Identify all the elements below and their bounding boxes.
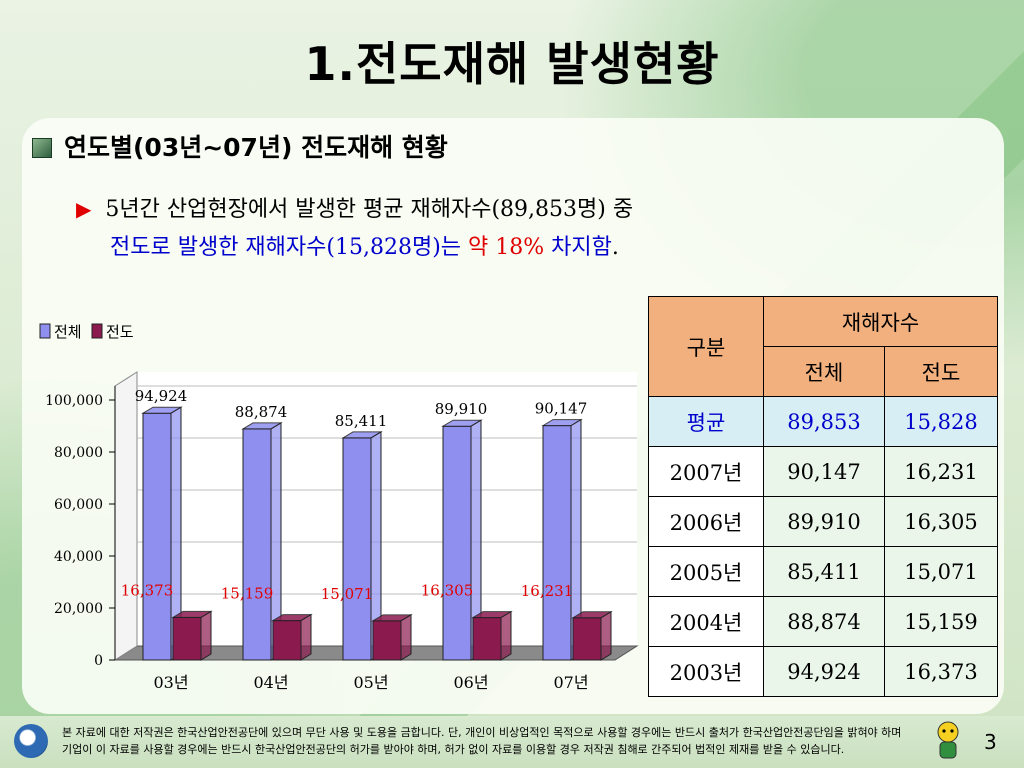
bar-total-value-label: 89,910 bbox=[435, 400, 488, 418]
legend-label: 전도 bbox=[106, 323, 134, 341]
cell-total: 89,853 bbox=[763, 396, 885, 447]
table-row: 2005년 85,411 15,071 bbox=[648, 546, 998, 597]
bar-fall bbox=[172, 616, 202, 661]
x-tick-label: 05년 bbox=[353, 673, 388, 692]
bar-total-value-label: 94,924 bbox=[135, 387, 188, 405]
data-table: 구분 재해자수 전체 전도 평균 89,853 15,828 2007년 90,… bbox=[648, 296, 998, 697]
cell-total: 94,924 bbox=[763, 646, 885, 697]
bar-fall-side bbox=[400, 613, 412, 661]
section-heading: 연도별(03년~07년) 전도재해 현황 bbox=[32, 128, 448, 164]
bar-fall-value-label: 15,159 bbox=[221, 585, 274, 603]
x-tick-label: 04년 bbox=[253, 673, 288, 692]
bar-chart: 0 20,000 40,000 60,000 80,000 100,000 94,924 16… bbox=[39, 323, 639, 692]
bar-total bbox=[442, 425, 472, 661]
row-label: 2006년 bbox=[648, 496, 764, 547]
y-tick-label: 60,000 bbox=[54, 497, 103, 513]
x-tick-label: 03년 bbox=[153, 673, 188, 692]
y-tick-label: 100,000 bbox=[45, 393, 103, 409]
legend-swatch bbox=[91, 323, 103, 339]
bar-fall bbox=[272, 620, 302, 661]
row-label: 2004년 bbox=[648, 596, 764, 647]
page-number: 3 bbox=[984, 730, 997, 754]
mascot-icon bbox=[937, 721, 959, 759]
cell-fall: 15,828 bbox=[884, 396, 998, 447]
bar-fall-value-label: 15,071 bbox=[321, 585, 374, 603]
y-tick-label: 20,000 bbox=[54, 601, 103, 617]
table-row: 2004년 88,874 15,159 bbox=[648, 596, 998, 647]
bar-fall-value-label: 16,373 bbox=[121, 581, 174, 599]
table-row-average: 평균 89,853 15,828 bbox=[648, 396, 998, 447]
cell-total: 89,910 bbox=[763, 496, 885, 547]
bar-fall-value-label: 16,231 bbox=[521, 582, 574, 600]
y-tick-label: 0 bbox=[94, 653, 103, 669]
cell-fall: 16,231 bbox=[884, 446, 998, 497]
bar-total-value-label: 88,874 bbox=[235, 403, 288, 421]
header-category: 구분 bbox=[648, 296, 764, 397]
bar-total-value-label: 85,411 bbox=[335, 412, 388, 430]
legend-label: 전체 bbox=[54, 323, 82, 341]
x-tick-label: 07년 bbox=[553, 673, 588, 692]
description-line-1: ▶ 5년간 산업현장에서 발생한 평균 재해자수(89,853명) 중 bbox=[76, 197, 634, 222]
bar-fall bbox=[372, 620, 402, 661]
cell-total: 88,874 bbox=[763, 596, 885, 647]
cell-fall: 15,159 bbox=[884, 596, 998, 647]
bar-total bbox=[142, 412, 172, 661]
description: ▶ 5년간 산업현장에서 발생한 평균 재해자수(89,853명) 중 전도로 발… bbox=[76, 190, 633, 267]
bar-total-value-label: 90,147 bbox=[535, 400, 588, 418]
bar-fall-side bbox=[300, 613, 312, 661]
triangle-bullet-icon: ▶ bbox=[76, 197, 92, 221]
header-total: 전체 bbox=[763, 346, 885, 397]
x-tick-label: 06년 bbox=[453, 673, 488, 692]
bar-fall bbox=[572, 617, 602, 661]
row-label: 2003년 bbox=[648, 646, 764, 697]
y-tick-label: 40,000 bbox=[54, 549, 103, 565]
bar-total bbox=[342, 437, 372, 661]
cell-fall: 15,071 bbox=[884, 546, 998, 597]
section-heading-text: 연도별(03년~07년) 전도재해 현황 bbox=[64, 133, 448, 162]
page-title: 1.전도재해 발생현황 bbox=[304, 37, 720, 91]
row-label: 2005년 bbox=[648, 546, 764, 597]
table-row: 2003년 94,924 16,373 bbox=[648, 646, 998, 697]
header-victims: 재해자수 bbox=[763, 296, 998, 347]
table-row: 2007년 90,147 16,231 bbox=[648, 446, 998, 497]
header-fall: 전도 bbox=[884, 346, 998, 397]
row-label: 2007년 bbox=[648, 446, 764, 497]
bar-fall-side bbox=[500, 610, 512, 661]
row-label: 평균 bbox=[648, 396, 764, 447]
bar-fall-value-label: 16,305 bbox=[421, 582, 474, 600]
copyright-notice: 본 자료에 대한 저작권은 한국산업안전공단에 있으며 무단 사용 및 도용을 … bbox=[62, 726, 902, 756]
description-line-2: 전도로 발생한 재해자수(15,828명)는 약 18% 차지함. bbox=[110, 235, 619, 260]
cell-fall: 16,373 bbox=[884, 646, 998, 697]
y-tick-label: 80,000 bbox=[54, 445, 103, 461]
legend-swatch bbox=[39, 323, 51, 339]
table-row: 2006년 89,910 16,305 bbox=[648, 496, 998, 547]
bar-fall bbox=[472, 617, 502, 661]
cell-total: 90,147 bbox=[763, 446, 885, 497]
bar-fall-side bbox=[600, 610, 612, 661]
bar-fall-side bbox=[200, 610, 212, 661]
bar-total bbox=[542, 425, 572, 661]
cell-total: 85,411 bbox=[763, 546, 885, 597]
cell-fall: 16,305 bbox=[884, 496, 998, 547]
bar-total bbox=[242, 428, 272, 661]
kosha-logo-icon bbox=[14, 724, 48, 758]
footer: 본 자료에 대한 저작권은 한국산업안전공단에 있으며 무단 사용 및 도용을 … bbox=[0, 716, 1024, 768]
chart-side-wall bbox=[114, 371, 138, 661]
square-bullet-icon bbox=[32, 138, 52, 158]
